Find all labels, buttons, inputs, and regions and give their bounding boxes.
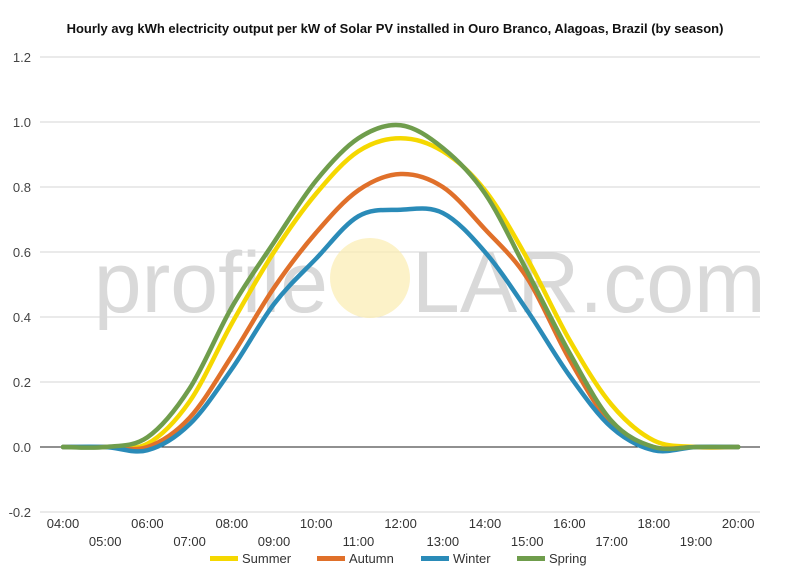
- y-axis-ticks: -0.2 0.0 0.2 0.4 0.6 0.8 1.0 1.2: [9, 50, 31, 520]
- x-tick-label: 14:00: [469, 516, 502, 531]
- x-tick-label: 12:00: [384, 516, 417, 531]
- y-tick-label: 0.4: [13, 310, 31, 325]
- x-tick-label: 09:00: [258, 534, 291, 549]
- legend-swatch-autumn: [317, 556, 345, 561]
- legend-swatch-summer: [210, 556, 238, 561]
- series-line-winter: [60, 206, 741, 454]
- y-tick-label: 0.2: [13, 375, 31, 390]
- x-tick-label: 05:00: [89, 534, 122, 549]
- y-tick-label: 0.6: [13, 245, 31, 260]
- x-axis-ticks: 04:00 05:00 06:00 07:00 08:00 09:00 10:00 11:00…: [47, 516, 755, 549]
- series-layer: [60, 122, 741, 454]
- y-tick-label: 0.0: [13, 440, 31, 455]
- watermark: profile LAR.com: [94, 235, 766, 331]
- y-tick-label: 0.8: [13, 180, 31, 195]
- x-tick-label: 17:00: [595, 534, 628, 549]
- legend-label-spring: Spring: [549, 551, 587, 566]
- legend-label-winter: Winter: [453, 551, 491, 566]
- x-tick-label: 04:00: [47, 516, 80, 531]
- x-tick-label: 08:00: [216, 516, 249, 531]
- x-tick-label: 13:00: [427, 534, 460, 549]
- chart-title: Hourly avg kWh electricity output per kW…: [67, 21, 724, 36]
- watermark-sun: [330, 238, 410, 318]
- x-tick-label: 07:00: [173, 534, 206, 549]
- x-tick-label: 15:00: [511, 534, 544, 549]
- legend-swatch-winter: [421, 556, 449, 561]
- y-tick-label: -0.2: [9, 505, 31, 520]
- watermark-left-text: profile: [94, 235, 328, 331]
- x-tick-label: 10:00: [300, 516, 333, 531]
- legend: Summer Autumn Winter Spring: [210, 551, 587, 566]
- legend-label-summer: Summer: [242, 551, 292, 566]
- series-line-spring: [60, 122, 741, 452]
- x-tick-label: 18:00: [638, 516, 671, 531]
- x-tick-label: 06:00: [131, 516, 164, 531]
- y-tick-label: 1.0: [13, 115, 31, 130]
- x-tick-label: 11:00: [343, 534, 375, 549]
- grid-layer: [40, 56, 760, 513]
- legend-label-autumn: Autumn: [349, 551, 394, 566]
- x-tick-label: 16:00: [553, 516, 586, 531]
- legend-swatch-spring: [517, 556, 545, 561]
- watermark-right-text: LAR.com: [412, 235, 766, 331]
- x-tick-label: 20:00: [722, 516, 755, 531]
- x-tick-label: 19:00: [680, 534, 713, 549]
- y-tick-label: 1.2: [13, 50, 31, 65]
- series-line-summer: [60, 136, 741, 451]
